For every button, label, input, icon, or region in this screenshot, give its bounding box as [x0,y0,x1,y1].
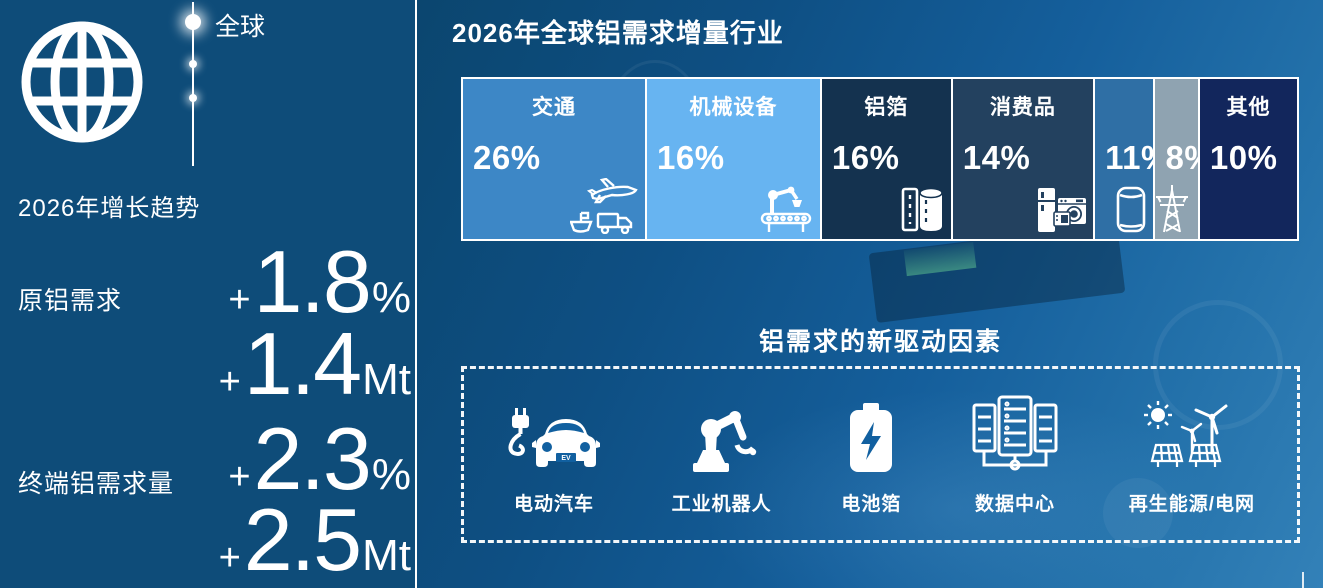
demand-share-stacked-bar: 交通 26% [461,77,1299,241]
industrial-robot-icon [685,393,759,473]
driver-label: 工业机器人 [671,494,772,515]
segment-value: 10% [1209,139,1278,176]
drivers-title: 铝需求的新驱动因素 [758,328,1002,356]
segment-value: 16% [656,139,725,176]
background-light-patch [697,388,1217,588]
driver-label: 数据中心 [975,494,1056,515]
driver-label: 电池箔 [841,494,902,515]
beverage-can-icon [1114,184,1148,234]
foil-roll-icon [900,184,946,234]
driver-battery: 电池箔 [841,393,901,516]
consumer-goods-icon [1036,186,1088,234]
background-bokeh [1153,300,1283,430]
power-tower-icon [1151,184,1193,234]
driver-ev: EV 电动汽车 [506,393,602,516]
driver-renewables: 再生能源/电网 [1129,393,1255,516]
bar-segment-transport: 交通 26% [463,79,645,239]
growth-trend-title: 2026年增长趋势 [18,195,201,222]
segment-label: 其他 [1226,96,1271,119]
region-label: 全球 [215,13,266,41]
ev-car-icon: EV [506,393,602,473]
ev-plate-text: EV [561,455,571,462]
stat-value-enduse-mt: + 2.5 Mt [218,490,411,588]
stat-label-primary-aluminium: 原铝需求 [18,287,123,315]
bar-segment-machinery: 机械设备 16% [644,79,820,239]
segment-value: 16% [831,139,900,176]
globe-icon [16,16,148,148]
timeline-node-current [185,14,201,30]
segment-label: 机械设备 [689,96,778,119]
timeline-tick-next [1302,572,1304,588]
chart-title: 2026年全球铝需求增量行业 [452,18,784,48]
segment-value: 26% [473,139,541,176]
segment-label: 铝箔 [864,96,909,119]
timeline-node-dot [189,94,197,102]
bar-segment-foil: 铝箔 16% [819,79,951,239]
segment-label: 消费品 [989,96,1056,119]
transport-icon [569,178,640,234]
right-panel-demand-industries: 2026年全球铝需求增量行业 交通 26% [417,0,1323,588]
bar-segment-electrical: 8% [1151,79,1214,239]
stat-label-end-use-aluminium: 终端铝需求量 [18,470,175,498]
stat-value-primary-mt: + 1.4 Mt [218,314,411,413]
bar-segment-consumer-goods: 消费品 14% [950,79,1094,239]
driver-data-center: 数据中心 [971,393,1059,516]
background-bokeh [1103,478,1173,548]
stat-value-enduse-percent: + 2.3 % [228,409,411,508]
machinery-icon [759,184,815,234]
segment-value: 14% [962,139,1031,176]
stat-value-primary-percent: + 1.8 % [228,232,411,331]
bar-segment-cans: 11% [1093,79,1170,239]
left-panel-global-trend: 全球 2026年增长趋势 原铝需求 终端铝需求量 + 1.8 % + 1.4 M… [0,0,415,588]
driver-label: 电动汽车 [513,494,594,515]
bar-segment-other: 其他 10% [1197,79,1297,239]
timeline-line [192,2,194,166]
driver-robot: 工业机器人 [672,393,772,516]
data-center-icon [971,393,1059,473]
panel-divider [415,0,417,588]
battery-foil-icon [848,393,894,473]
timeline-node-dot [189,60,197,68]
driver-label: 再生能源/电网 [1128,494,1255,515]
drivers-box: EV 电动汽车 [461,366,1300,543]
segment-label: 交通 [531,96,576,119]
renewables-grid-icon [1143,393,1240,473]
